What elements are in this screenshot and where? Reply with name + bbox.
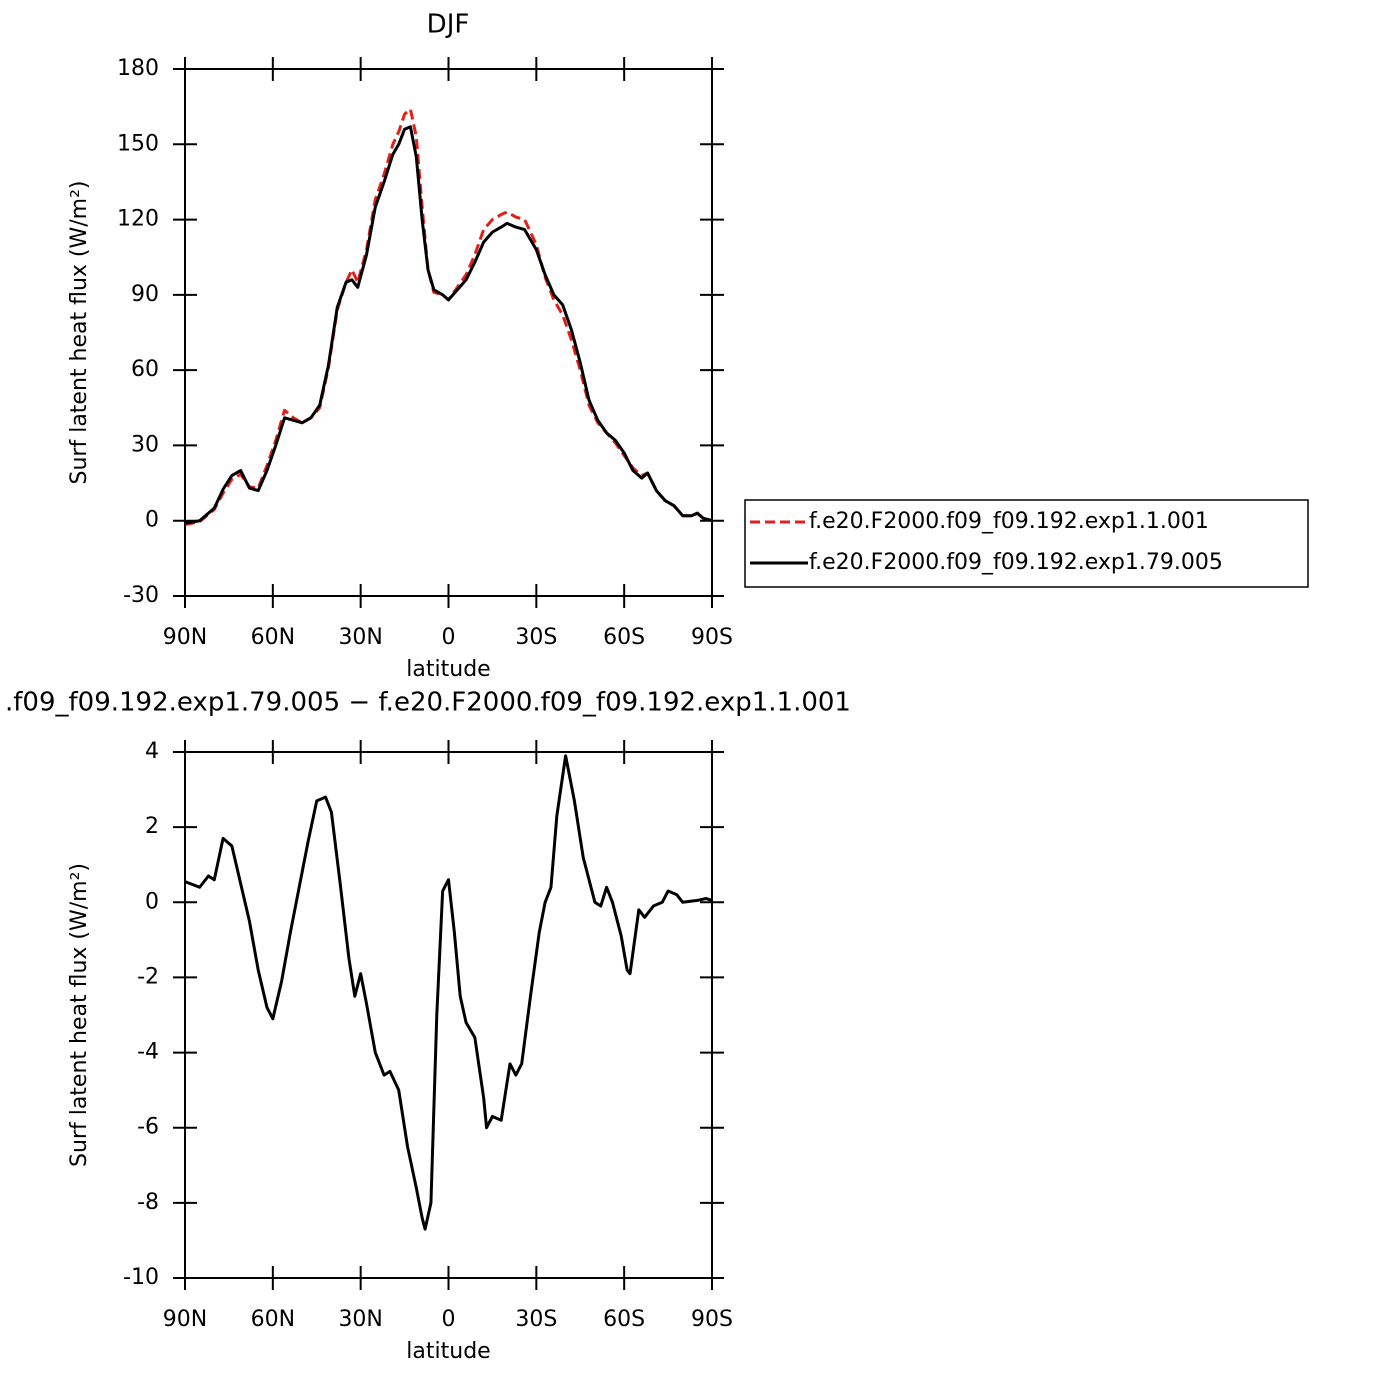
data-line [184, 107, 713, 526]
y-tick-label: 90 [131, 282, 159, 307]
legend-label: f.e20.F2000.f09_f09.192.exp1.79.005 [809, 550, 1223, 575]
x-tick-label: 90S [691, 1307, 733, 1332]
y-axis-label: Surf latent heat flux (W/m²) [67, 863, 92, 1167]
x-tick-label: 90N [163, 625, 207, 650]
x-tick-label: 30S [515, 625, 557, 650]
x-tick-label: 90S [691, 625, 733, 650]
y-tick-label: 0 [145, 508, 159, 533]
y-tick-label: 120 [117, 207, 159, 232]
data-line [184, 125, 713, 525]
plot-frame [184, 68, 713, 597]
y-tick-label: -2 [137, 964, 159, 989]
x-axis-label: latitude [406, 1339, 490, 1364]
x-tick-label: 60N [251, 1307, 295, 1332]
legend-box [744, 499, 1309, 588]
y-tick-label: -10 [123, 1265, 159, 1290]
x-tick-label: 0 [442, 1307, 456, 1332]
x-tick-label: 60S [603, 625, 645, 650]
x-tick-label: 90N [163, 1307, 207, 1332]
x-tick-label: 30N [338, 625, 382, 650]
x-tick-label: 60N [251, 625, 295, 650]
y-axis-label: Surf latent heat flux (W/m²) [67, 181, 92, 485]
y-tick-label: 60 [131, 357, 159, 382]
x-axis-label: latitude [406, 657, 490, 682]
y-tick-label: 2 [145, 814, 159, 839]
x-tick-label: 60S [603, 1307, 645, 1332]
y-tick-label: -4 [137, 1040, 159, 1065]
y-tick-label: 0 [145, 889, 159, 914]
data-line [184, 754, 713, 1231]
x-tick-label: 0 [442, 625, 456, 650]
y-tick-label: 150 [117, 131, 159, 156]
y-tick-label: -30 [123, 583, 159, 608]
legend-label: f.e20.F2000.f09_f09.192.exp1.1.001 [809, 509, 1209, 534]
y-tick-label: 30 [131, 432, 159, 457]
y-tick-label: 180 [117, 56, 159, 81]
x-tick-label: 30N [338, 1307, 382, 1332]
chart-title: .f09_f09.192.exp1.79.005 − f.e20.F2000.f… [5, 688, 851, 718]
chart-title: DJF [427, 10, 470, 40]
y-tick-label: -8 [137, 1190, 159, 1215]
y-tick-label: 4 [145, 739, 159, 764]
y-tick-label: -6 [137, 1115, 159, 1140]
plot-frame [184, 751, 713, 1279]
x-tick-label: 30S [515, 1307, 557, 1332]
